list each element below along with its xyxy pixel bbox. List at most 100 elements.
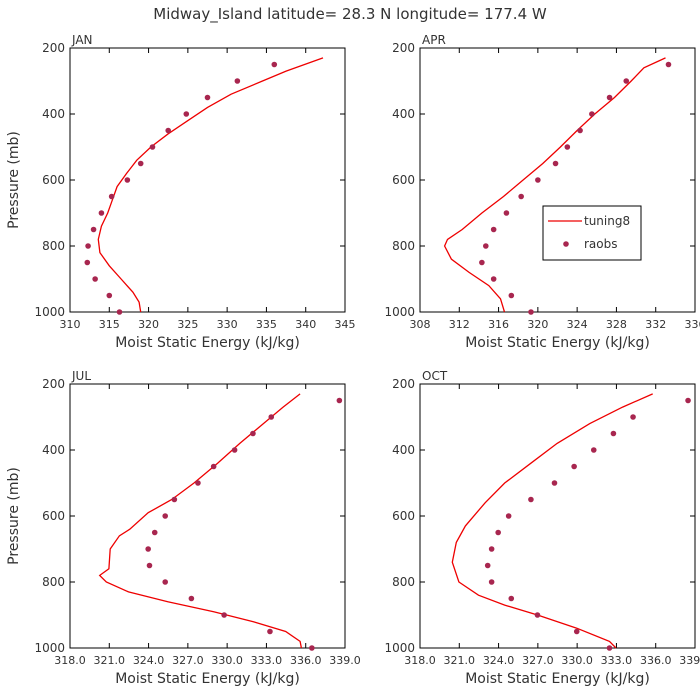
obs-point bbox=[552, 160, 559, 167]
chart-title: Midway_Island latitude= 28.3 N longitude… bbox=[153, 5, 547, 24]
x-axis-label: Moist Static Energy (kJ/kg) bbox=[115, 335, 300, 351]
y-axis-label: Pressure (mb) bbox=[6, 131, 22, 229]
obs-point bbox=[231, 447, 238, 453]
x-tick-label: 328 bbox=[606, 318, 627, 331]
legend-model-label: tuning8 bbox=[584, 214, 630, 228]
x-tick-label: 339.0 bbox=[329, 654, 361, 667]
obs-point bbox=[84, 259, 91, 266]
obs-point bbox=[98, 210, 105, 216]
x-tick-label: 330.0 bbox=[211, 654, 243, 667]
model-line bbox=[443, 57, 666, 313]
obs-point bbox=[528, 496, 534, 503]
y-tick-label: 200 bbox=[42, 377, 65, 391]
x-tick-label: 339.0 bbox=[679, 654, 700, 667]
x-tick-label: 336 bbox=[685, 318, 700, 331]
obs-point bbox=[606, 94, 613, 101]
obs-point bbox=[577, 127, 583, 134]
obs-point bbox=[116, 309, 123, 315]
panel-jan: 310 315 320 325 330 335 340 345 200 400 600 800 1000… bbox=[6, 33, 356, 351]
obs-point bbox=[90, 226, 97, 233]
obs-point bbox=[268, 414, 275, 420]
x-tick-label: 340 bbox=[295, 318, 316, 331]
obs-point bbox=[271, 61, 278, 68]
obs-point bbox=[149, 144, 156, 150]
panels: 310 315 320 325 330 335 340 345 200 400 600 800 1000… bbox=[6, 33, 700, 687]
obs-point bbox=[204, 94, 211, 101]
x-tick-label: 321.0 bbox=[444, 654, 476, 667]
obs-point bbox=[573, 628, 580, 635]
obs-point bbox=[137, 160, 144, 167]
x-axis-label: Moist Static Energy (kJ/kg) bbox=[465, 335, 650, 351]
x-tick-label: 320 bbox=[527, 318, 548, 331]
y-tick-label: 1000 bbox=[384, 305, 415, 319]
obs-point bbox=[503, 210, 510, 216]
obs-point bbox=[564, 144, 571, 150]
x-tick-label: 332 bbox=[645, 318, 666, 331]
x-tick-label: 333.0 bbox=[601, 654, 633, 667]
obs-point bbox=[685, 397, 691, 404]
x-tick-label: 312 bbox=[449, 318, 470, 331]
panel-apr: 308 312 316 320 324 328 332 336 200 400 600 800 1000… bbox=[384, 33, 700, 351]
obs-point bbox=[505, 513, 512, 519]
obs-point bbox=[146, 562, 153, 569]
y-tick-label: 800 bbox=[42, 239, 65, 253]
y-tick-label: 1000 bbox=[34, 641, 65, 655]
obs-point bbox=[267, 628, 273, 635]
obs-point bbox=[151, 529, 158, 536]
plot-frame bbox=[69, 383, 346, 649]
obs-point bbox=[195, 480, 201, 486]
obs-point bbox=[534, 612, 541, 618]
obs-point bbox=[250, 430, 256, 437]
obs-point bbox=[165, 127, 172, 134]
x-tick-label: 330.0 bbox=[561, 654, 593, 667]
obs-point bbox=[483, 243, 489, 249]
obs-point bbox=[221, 612, 227, 618]
obs-point bbox=[571, 463, 577, 470]
model-line bbox=[98, 393, 303, 649]
model-line bbox=[97, 57, 324, 313]
obs-point bbox=[508, 292, 515, 299]
obs-point bbox=[336, 397, 343, 404]
y-tick-label: 400 bbox=[392, 107, 415, 121]
obs-point bbox=[108, 193, 115, 200]
obs-point bbox=[490, 226, 497, 233]
y-tick-label: 600 bbox=[42, 509, 65, 523]
obs-point bbox=[589, 111, 595, 117]
x-tick-label: 320 bbox=[138, 318, 159, 331]
obs-point bbox=[630, 414, 636, 420]
obs-point bbox=[488, 546, 495, 552]
plot-frame bbox=[419, 383, 696, 649]
y-tick-label: 200 bbox=[42, 41, 65, 55]
x-tick-label: 335 bbox=[256, 318, 277, 331]
x-tick-label: 327.0 bbox=[172, 654, 204, 667]
y-tick-label: 400 bbox=[42, 443, 65, 457]
obs-point bbox=[484, 562, 491, 569]
obs-point bbox=[518, 193, 524, 200]
x-tick-label: 308 bbox=[410, 318, 431, 331]
y-tick-label: 600 bbox=[392, 509, 415, 523]
x-tick-label: 324 bbox=[567, 318, 588, 331]
obs-point bbox=[145, 546, 151, 552]
obs-point bbox=[488, 579, 495, 585]
y-tick-label: 600 bbox=[392, 173, 415, 187]
obs-point bbox=[665, 61, 672, 68]
obs-point bbox=[623, 78, 630, 84]
model-line bbox=[451, 393, 653, 649]
obs-point bbox=[210, 463, 217, 470]
x-tick-label: 333.0 bbox=[251, 654, 283, 667]
obs-point bbox=[85, 243, 91, 249]
obs-point bbox=[551, 480, 558, 486]
legend-obs-label: raobs bbox=[584, 237, 618, 251]
x-tick-label: 327.0 bbox=[522, 654, 554, 667]
obs-point bbox=[162, 579, 169, 585]
obs-point bbox=[528, 309, 534, 315]
y-tick-label: 600 bbox=[42, 173, 65, 187]
plot-frame bbox=[69, 47, 346, 313]
obs-point bbox=[606, 645, 613, 651]
y-tick-label: 200 bbox=[392, 41, 415, 55]
x-tick-label: 325 bbox=[177, 318, 198, 331]
obs-point bbox=[495, 529, 501, 536]
obs-point bbox=[309, 645, 315, 651]
x-tick-label: 336.0 bbox=[290, 654, 322, 667]
